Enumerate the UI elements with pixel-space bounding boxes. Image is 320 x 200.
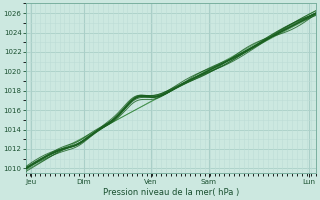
- X-axis label: Pression niveau de la mer( hPa ): Pression niveau de la mer( hPa ): [103, 188, 239, 197]
